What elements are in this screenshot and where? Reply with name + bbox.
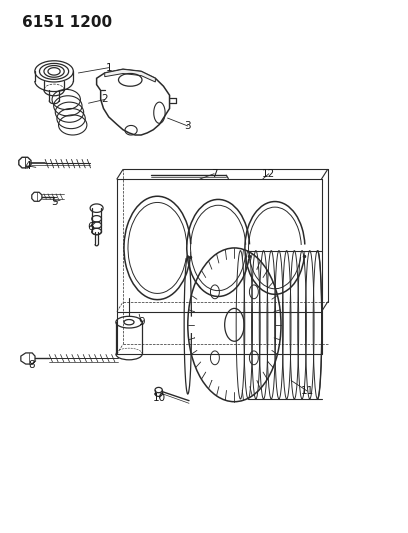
- Text: 3: 3: [184, 121, 191, 131]
- Text: 4: 4: [24, 161, 31, 171]
- Text: 6151 1200: 6151 1200: [22, 14, 112, 30]
- Text: 12: 12: [262, 169, 275, 179]
- Text: 2: 2: [102, 94, 108, 104]
- Text: 5: 5: [51, 197, 58, 207]
- Text: 6: 6: [87, 222, 94, 232]
- Text: 11: 11: [301, 386, 314, 396]
- Text: 10: 10: [153, 393, 166, 403]
- Polygon shape: [105, 69, 155, 82]
- Text: 8: 8: [29, 360, 35, 369]
- Text: 1: 1: [105, 63, 112, 72]
- Text: 7: 7: [211, 169, 217, 179]
- Text: 9: 9: [138, 317, 144, 327]
